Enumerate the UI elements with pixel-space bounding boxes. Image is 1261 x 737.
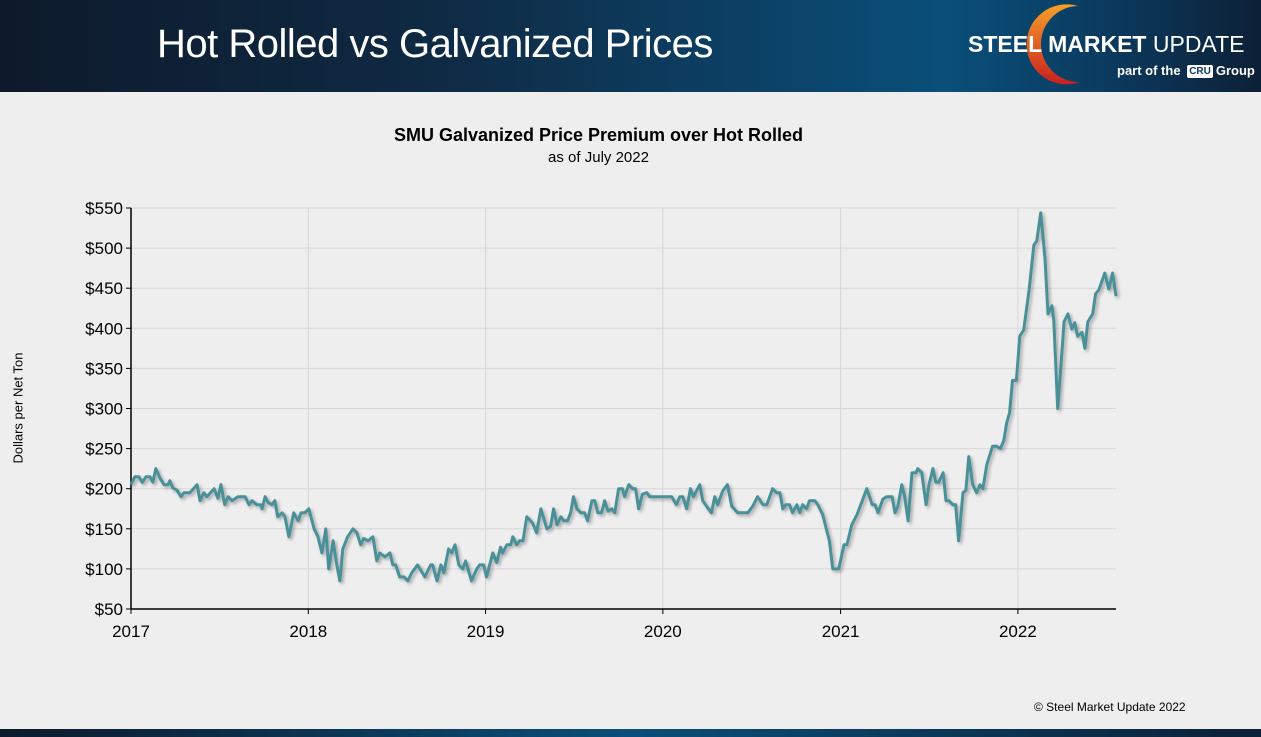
x-tick-label: 2019 <box>467 622 505 641</box>
logo-wordmark: STEEL MARKET UPDATE <box>968 31 1245 57</box>
y-tick-label: $50 <box>95 600 123 619</box>
x-tick-label: 2022 <box>999 622 1037 641</box>
y-tick-label: $500 <box>85 239 123 258</box>
chart-subtitle: as of July 2022 <box>548 149 649 166</box>
logo-crescent-icon <box>1026 4 1080 85</box>
header-banner: Hot Rolled vs Galvanized Prices STEEL MA… <box>0 0 1261 92</box>
y-tick-label: $200 <box>85 480 123 499</box>
x-tick-label: 2018 <box>289 622 327 641</box>
y-tick-label: $400 <box>85 319 123 338</box>
x-tick-label: 2017 <box>112 622 150 641</box>
footer-bar <box>0 729 1261 737</box>
y-tick-label: $250 <box>85 440 123 459</box>
copyright-notice: © Steel Market Update 2022 <box>1034 700 1186 714</box>
chart-title: SMU Galvanized Price Premium over Hot Ro… <box>393 125 804 145</box>
smu-logo: STEEL MARKET UPDATE part of the CRU Group <box>960 0 1260 92</box>
x-tick-label: 2020 <box>644 622 682 641</box>
y-tick-label: $100 <box>85 560 123 579</box>
y-tick-label: $350 <box>85 359 123 378</box>
y-tick-label: $550 <box>85 199 123 218</box>
y-tick-label: $450 <box>85 279 123 298</box>
galvanized-premium-line <box>129 211 1118 583</box>
y-tick-label: $300 <box>85 400 123 419</box>
y-tick-label: $150 <box>85 520 123 539</box>
page-title: Hot Rolled vs Galvanized Prices <box>157 22 713 66</box>
x-tick-label: 2021 <box>822 622 860 641</box>
logo-subtitle: part of the CRU Group <box>1117 63 1255 78</box>
